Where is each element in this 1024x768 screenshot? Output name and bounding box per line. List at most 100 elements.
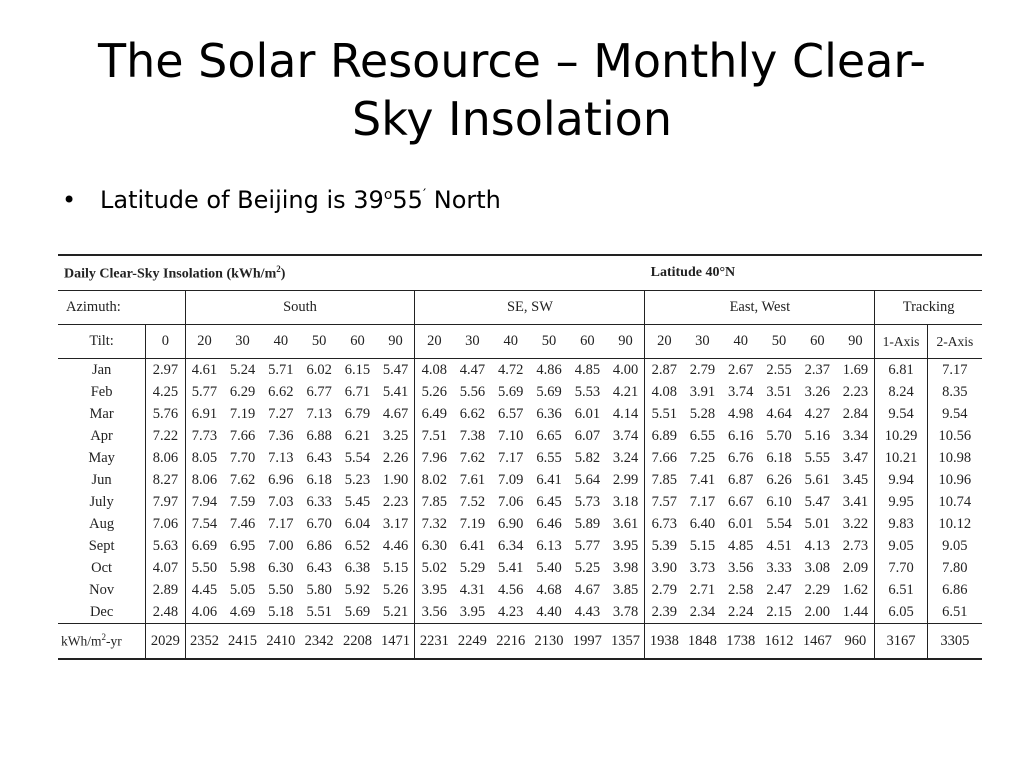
table-cell: 4.14 bbox=[606, 403, 646, 425]
table-cell: 5.76 bbox=[145, 403, 186, 425]
table-cell: 1.90 bbox=[376, 469, 416, 491]
table-cell: 3.22 bbox=[836, 513, 876, 535]
azimuth-label: Azimuth: bbox=[58, 290, 186, 325]
table-cell: 6.15 bbox=[344, 361, 371, 378]
table-cell: 3.41 bbox=[836, 491, 876, 513]
table-cell: 5.01 bbox=[804, 515, 831, 532]
tilt-header-cell: 60 bbox=[568, 324, 607, 359]
table-cell: 3.25 bbox=[376, 425, 416, 447]
table-cell: 7.51 bbox=[421, 427, 448, 444]
table-cell: 7.97 bbox=[145, 491, 186, 513]
table-cell: 7.85 bbox=[421, 493, 448, 510]
table-cell: 7.10 bbox=[498, 427, 524, 444]
table-cell: 6.52 bbox=[344, 537, 371, 554]
slide-title: The Solar Resource – Monthly Clear- Sky … bbox=[40, 32, 984, 148]
tilt-header-cell: 30 bbox=[223, 324, 262, 359]
table-cell: 8.05 bbox=[191, 449, 218, 466]
table-cell: 6.71 bbox=[344, 383, 371, 400]
table-cell: 7.32 bbox=[421, 515, 448, 532]
month-label: Sept bbox=[58, 535, 147, 557]
bullet-dot-icon: • bbox=[62, 186, 77, 214]
table-cell: 2.99 bbox=[606, 469, 646, 491]
table-cell: 3.51 bbox=[766, 383, 792, 400]
slide-title-line-2: Sky Insolation bbox=[352, 92, 672, 146]
table-cell: 2.24 bbox=[728, 603, 754, 620]
table-cell: 2.71 bbox=[689, 581, 716, 598]
table-cell: 6.01 bbox=[574, 405, 601, 422]
table-cell: 4.40 bbox=[536, 603, 562, 620]
table-cell: 3.85 bbox=[606, 579, 646, 601]
table-cell: 5.89 bbox=[574, 515, 601, 532]
annual-total-cell: 2352 bbox=[185, 623, 224, 660]
table-title: Daily Clear-Sky Insolation (kWh/m2) bbox=[58, 254, 607, 291]
table-cell: 3.56 bbox=[421, 603, 448, 620]
bullet-minutes: 55 bbox=[392, 186, 423, 214]
table-cell: 5.39 bbox=[651, 537, 678, 554]
table-cell: 4.86 bbox=[536, 361, 562, 378]
table-cell: 4.51 bbox=[766, 537, 792, 554]
table-cell: 5.40 bbox=[536, 559, 562, 576]
table-cell: 10.21 bbox=[874, 447, 928, 469]
table-cell: 7.17 bbox=[498, 449, 524, 466]
annual-total-label-text: kWh/m bbox=[61, 633, 102, 649]
table-cell: 6.81 bbox=[874, 358, 928, 381]
table-cell: 7.38 bbox=[459, 427, 486, 444]
month-label: Feb bbox=[58, 381, 147, 403]
table-cell: 4.31 bbox=[459, 581, 486, 598]
table-cell: 7.19 bbox=[459, 515, 486, 532]
tilt-header-cell: 60 bbox=[338, 324, 377, 359]
annual-total-cell: 2410 bbox=[261, 623, 300, 660]
table-cell: 4.13 bbox=[804, 537, 831, 554]
table-cell: 5.50 bbox=[268, 581, 294, 598]
tilt-header-cell: 0 bbox=[145, 324, 186, 359]
table-cell: 5.55 bbox=[804, 449, 831, 466]
table-cell: 3.08 bbox=[804, 559, 831, 576]
table-cell: 5.63 bbox=[145, 535, 186, 557]
table-row: Aug 7.06 7.54 7.46 7.17 6.70 6.04 3.17 7.32 7.19 6… bbox=[58, 513, 982, 535]
table-cell: 6.86 bbox=[306, 537, 332, 554]
month-label: Oct bbox=[58, 557, 147, 579]
table-cell: 3.95 bbox=[606, 535, 646, 557]
tilt-header-cell: 90 bbox=[376, 324, 416, 359]
table-cell: 5.28 bbox=[689, 405, 716, 422]
table-row: Mar 5.76 6.91 7.19 7.27 7.13 6.79 4.67 6.49 6.62 6… bbox=[58, 403, 982, 425]
table-cell: 7.09 bbox=[498, 471, 524, 488]
table-cell: 5.41 bbox=[498, 559, 524, 576]
annual-total-cell: 1467 bbox=[798, 623, 837, 660]
prime-mark: ′ bbox=[422, 187, 427, 203]
table-cell: 4.47 bbox=[459, 361, 486, 378]
table-cell: 6.69 bbox=[191, 537, 218, 554]
table-cell: 3.78 bbox=[606, 601, 646, 624]
degree-mark: o bbox=[383, 187, 393, 203]
table-cell: 5.41 bbox=[376, 381, 416, 403]
table-cell: 6.77 bbox=[306, 383, 332, 400]
table-cell: 6.30 bbox=[268, 559, 294, 576]
table-cell: 2.48 bbox=[145, 601, 186, 624]
table-cell: 3.17 bbox=[376, 513, 416, 535]
table-cell: 6.49 bbox=[421, 405, 448, 422]
table-cell: 8.24 bbox=[874, 381, 928, 403]
table-row: Dec 2.48 4.06 4.69 5.18 5.51 5.69 5.21 3.56 3.95 4… bbox=[58, 601, 982, 624]
table-cell: 6.62 bbox=[459, 405, 486, 422]
table-cell: 7.06 bbox=[498, 493, 524, 510]
table-title-row: Daily Clear-Sky Insolation (kWh/m2) Lati… bbox=[58, 254, 982, 291]
table-cell: 2.89 bbox=[145, 579, 186, 601]
month-label: July bbox=[58, 491, 147, 513]
bullet-text-end: North bbox=[426, 186, 501, 214]
table-row: Jan 2.97 4.61 5.24 5.71 6.02 6.15 5.47 4.08 4.47 4… bbox=[58, 358, 982, 381]
table-cell: 5.47 bbox=[804, 493, 831, 510]
table-cell: 3.24 bbox=[606, 447, 646, 469]
table-cell: 4.07 bbox=[145, 557, 186, 579]
table-cell: 2.79 bbox=[689, 361, 716, 378]
annual-total-cell: 2130 bbox=[529, 623, 569, 660]
table-cell: 5.73 bbox=[574, 493, 601, 510]
table-cell: 7.41 bbox=[689, 471, 716, 488]
table-row: May 8.06 8.05 7.70 7.13 6.43 5.54 2.26 7.96 7.62 7… bbox=[58, 447, 982, 469]
tilt-header-cell: 60 bbox=[798, 324, 837, 359]
table-cell: 6.67 bbox=[728, 493, 754, 510]
table-cell: 9.95 bbox=[874, 491, 928, 513]
table-cell: 2.15 bbox=[766, 603, 792, 620]
table-body: Daily Clear-Sky Insolation (kWh/m2) Lati… bbox=[58, 254, 982, 660]
table-cell: 4.45 bbox=[191, 581, 218, 598]
table-cell: 6.16 bbox=[728, 427, 754, 444]
